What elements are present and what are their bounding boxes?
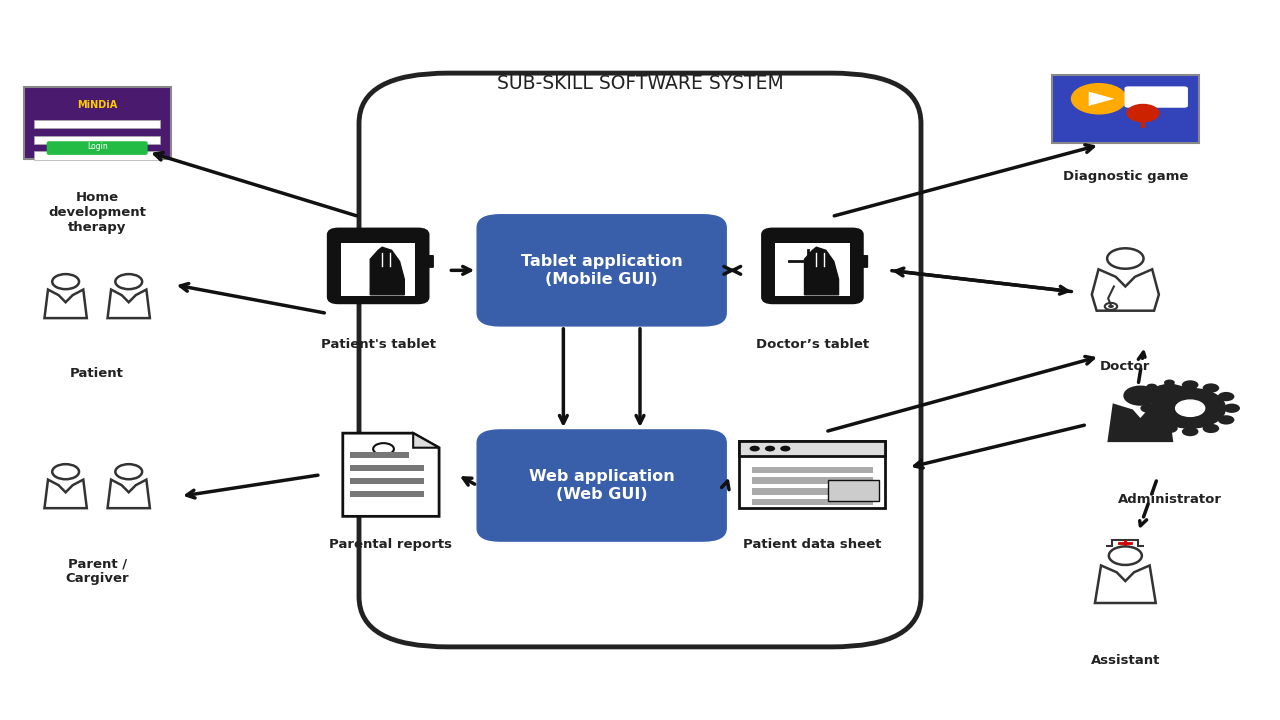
Text: Doctor’s tablet: Doctor’s tablet — [756, 338, 869, 351]
Polygon shape — [805, 247, 838, 294]
Circle shape — [1217, 392, 1234, 401]
FancyBboxPatch shape — [1052, 75, 1199, 143]
Text: Patient's tablet: Patient's tablet — [321, 338, 435, 351]
FancyBboxPatch shape — [35, 135, 160, 144]
Circle shape — [1164, 408, 1175, 414]
Text: Parent /
Cargiver: Parent / Cargiver — [65, 557, 129, 585]
Text: Login: Login — [87, 142, 108, 150]
Circle shape — [1071, 83, 1126, 114]
FancyBboxPatch shape — [828, 480, 879, 501]
Circle shape — [1107, 248, 1143, 269]
FancyBboxPatch shape — [1124, 86, 1188, 108]
Circle shape — [52, 274, 79, 289]
Circle shape — [1140, 404, 1157, 413]
Circle shape — [1148, 384, 1190, 408]
FancyBboxPatch shape — [477, 430, 726, 541]
Text: Home
development
therapy: Home development therapy — [49, 192, 146, 235]
FancyBboxPatch shape — [358, 73, 922, 647]
Polygon shape — [108, 480, 150, 508]
FancyBboxPatch shape — [763, 229, 863, 303]
Polygon shape — [108, 289, 150, 318]
FancyBboxPatch shape — [340, 243, 416, 296]
Circle shape — [1161, 383, 1178, 392]
FancyBboxPatch shape — [753, 488, 873, 495]
FancyBboxPatch shape — [35, 151, 160, 160]
Circle shape — [1181, 403, 1193, 410]
FancyBboxPatch shape — [351, 478, 424, 484]
Circle shape — [1147, 384, 1157, 390]
FancyBboxPatch shape — [35, 120, 160, 128]
FancyBboxPatch shape — [351, 465, 424, 471]
Text: Patient data sheet: Patient data sheet — [744, 538, 882, 551]
Text: SUB-SKILL SOFTWARE SYSTEM: SUB-SKILL SOFTWARE SYSTEM — [497, 74, 783, 94]
Text: Tablet application
(Mobile GUI): Tablet application (Mobile GUI) — [521, 254, 682, 287]
FancyBboxPatch shape — [740, 441, 886, 508]
Text: Parental reports: Parental reports — [329, 538, 452, 551]
Text: MiNDiA: MiNDiA — [77, 100, 118, 110]
Circle shape — [781, 446, 791, 451]
Circle shape — [1155, 388, 1225, 428]
Circle shape — [1175, 400, 1204, 416]
Text: Diagnostic game: Diagnostic game — [1062, 170, 1188, 183]
FancyBboxPatch shape — [776, 243, 850, 296]
Circle shape — [765, 446, 776, 451]
Polygon shape — [1092, 269, 1158, 311]
Circle shape — [1139, 394, 1149, 400]
FancyBboxPatch shape — [351, 491, 424, 497]
Text: Doctor: Doctor — [1100, 360, 1151, 373]
FancyBboxPatch shape — [753, 477, 873, 484]
Circle shape — [1164, 379, 1175, 386]
Polygon shape — [1089, 91, 1114, 106]
Polygon shape — [45, 289, 87, 318]
FancyBboxPatch shape — [351, 452, 410, 458]
FancyBboxPatch shape — [740, 441, 886, 456]
Circle shape — [1217, 415, 1234, 425]
FancyBboxPatch shape — [328, 229, 428, 303]
Text: Administrator: Administrator — [1117, 492, 1222, 505]
Circle shape — [1146, 392, 1162, 401]
Circle shape — [1161, 424, 1178, 433]
Circle shape — [750, 446, 760, 451]
Circle shape — [1203, 383, 1220, 392]
Polygon shape — [343, 433, 439, 516]
Circle shape — [1181, 380, 1198, 390]
Polygon shape — [1108, 405, 1172, 441]
Text: Patient: Patient — [70, 367, 124, 380]
Circle shape — [1224, 404, 1240, 413]
Circle shape — [1126, 104, 1160, 122]
Text: Assistant: Assistant — [1091, 654, 1160, 667]
Circle shape — [1181, 384, 1193, 390]
FancyBboxPatch shape — [860, 256, 868, 267]
FancyBboxPatch shape — [753, 499, 873, 505]
Text: Web application
(Web GUI): Web application (Web GUI) — [529, 469, 675, 502]
Circle shape — [1146, 415, 1162, 425]
Circle shape — [115, 274, 142, 289]
FancyBboxPatch shape — [477, 215, 726, 326]
Circle shape — [1108, 546, 1142, 565]
Circle shape — [52, 464, 79, 480]
Polygon shape — [1094, 565, 1156, 603]
Circle shape — [115, 464, 142, 480]
Circle shape — [1181, 427, 1198, 436]
Circle shape — [1203, 424, 1220, 433]
Circle shape — [1125, 387, 1156, 405]
Circle shape — [1189, 394, 1199, 400]
Circle shape — [1108, 305, 1114, 308]
FancyBboxPatch shape — [425, 256, 433, 267]
Polygon shape — [413, 433, 439, 448]
Circle shape — [1147, 403, 1157, 410]
Polygon shape — [45, 480, 87, 508]
FancyBboxPatch shape — [24, 87, 170, 159]
Polygon shape — [370, 247, 404, 294]
FancyBboxPatch shape — [47, 141, 147, 155]
FancyBboxPatch shape — [753, 467, 873, 473]
